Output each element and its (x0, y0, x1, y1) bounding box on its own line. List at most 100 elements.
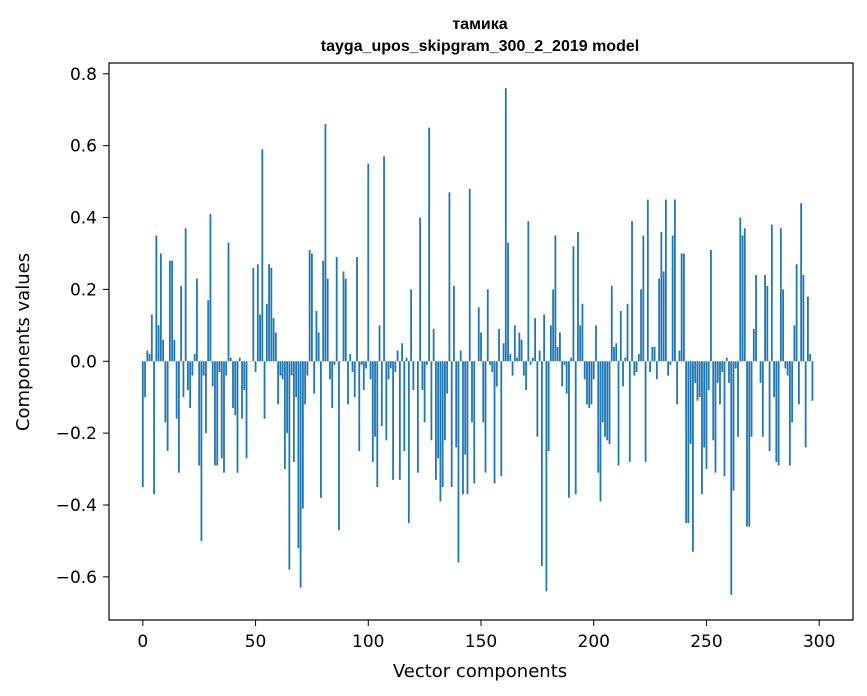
bar-component-294 (804, 361, 807, 448)
bar-component-291 (797, 361, 800, 405)
bar-component-249 (703, 361, 706, 448)
bar-component-271 (752, 328, 755, 362)
bar-component-7 (157, 325, 160, 362)
bar-component-8 (159, 253, 162, 362)
bar-component-208 (610, 285, 613, 362)
bar-component-5 (153, 361, 155, 495)
bar-component-36 (223, 361, 225, 473)
bar-component-248 (701, 361, 703, 495)
bar-component-244 (692, 361, 694, 552)
bar-component-236 (673, 199, 676, 362)
bar-component-128 (430, 361, 433, 441)
bar-component-115 (401, 343, 403, 362)
bar-component-130 (435, 361, 437, 480)
bar-component-46 (245, 361, 248, 459)
bar-component-29 (207, 300, 210, 362)
bar-component-176 (538, 350, 541, 362)
bar-component-104 (376, 361, 379, 488)
bar-component-281 (775, 361, 778, 462)
bar-component-24 (196, 278, 198, 362)
bar-component-108 (385, 361, 388, 441)
bar-component-168 (520, 339, 523, 362)
bar-component-265 (739, 217, 742, 362)
bar-component-153 (486, 289, 489, 362)
bar-component-242 (687, 361, 690, 523)
bar-component-110 (389, 361, 392, 369)
bar-component-67 (292, 361, 295, 462)
bar-component-234 (669, 361, 672, 365)
bar-component-186 (561, 361, 564, 387)
bar-component-49 (252, 267, 255, 362)
bar-component-107 (383, 156, 385, 362)
x-tick-label: 150 (465, 632, 497, 652)
bar-component-206 (606, 361, 609, 441)
bar-component-178 (543, 314, 546, 362)
bar-component-134 (444, 361, 446, 441)
bar-component-106 (380, 361, 383, 426)
bar-component-143 (464, 361, 467, 455)
y-tick-label: 0.8 (70, 65, 97, 85)
chart-title-model: tayga_upos_skipgram_300_2_2019 model (321, 38, 639, 55)
bar-component-27 (202, 361, 205, 376)
bar-component-30 (209, 213, 212, 362)
bar-component-164 (511, 361, 514, 376)
bar-component-289 (793, 325, 796, 362)
bar-component-114 (398, 361, 401, 480)
bar-component-280 (773, 361, 775, 398)
bar-component-119 (410, 289, 413, 362)
bar-component-256 (719, 361, 721, 405)
bar-component-6 (155, 235, 158, 362)
bar-component-94 (353, 361, 356, 398)
bar-component-285 (784, 361, 787, 369)
bar-component-14 (173, 339, 176, 362)
bar-component-92 (349, 354, 352, 362)
bar-component-225 (649, 361, 651, 373)
bar-component-18 (182, 361, 185, 398)
plot-frame (108, 62, 854, 621)
bar-component-147 (473, 361, 476, 484)
bar-component-250 (705, 361, 708, 470)
bar-component-141 (459, 350, 462, 362)
bar-component-32 (214, 361, 216, 466)
bar-component-40 (232, 361, 234, 408)
bar-component-10 (164, 361, 167, 423)
bar-component-189 (568, 361, 570, 498)
bar-component-205 (604, 361, 606, 437)
bar-component-263 (734, 361, 737, 369)
bar-component-66 (290, 361, 293, 376)
bar-component-80 (322, 260, 325, 362)
bar-component-260 (728, 361, 730, 383)
bar-component-278 (768, 361, 771, 452)
bar-component-274 (759, 361, 762, 383)
bar-component-84 (331, 361, 334, 408)
bar-component-156 (493, 361, 496, 484)
bar-component-96 (358, 361, 361, 452)
bar-component-105 (378, 325, 381, 362)
bar-component-1 (144, 361, 146, 398)
bar-component-215 (626, 303, 629, 362)
bar-component-26 (200, 361, 203, 541)
bar-component-175 (536, 361, 539, 437)
bar-component-251 (707, 361, 710, 391)
y-axis-ticks: −0.6 −0.4 −0.2 0.0 0.2 0.4 0.6 0.8 (56, 65, 109, 588)
bar-component-57 (270, 267, 273, 362)
bar-component-56 (268, 264, 270, 362)
bar-component-213 (622, 361, 624, 387)
bar-component-284 (782, 289, 785, 362)
bar-component-183 (554, 235, 557, 362)
bar-component-82 (326, 278, 329, 362)
bar-component-158 (498, 328, 500, 362)
bar-component-165 (513, 325, 516, 362)
bar-component-126 (425, 361, 428, 365)
bar-component-44 (241, 361, 243, 419)
bar-component-117 (405, 357, 408, 362)
bar-component-167 (518, 332, 521, 362)
bar-component-254 (714, 361, 717, 473)
bar-component-69 (297, 361, 300, 549)
bar-component-127 (428, 127, 431, 362)
bar-component-163 (509, 354, 512, 362)
bar-component-275 (761, 361, 764, 437)
x-tick-label: 200 (578, 632, 610, 652)
bar-component-204 (601, 361, 604, 423)
bar-component-252 (710, 249, 712, 362)
